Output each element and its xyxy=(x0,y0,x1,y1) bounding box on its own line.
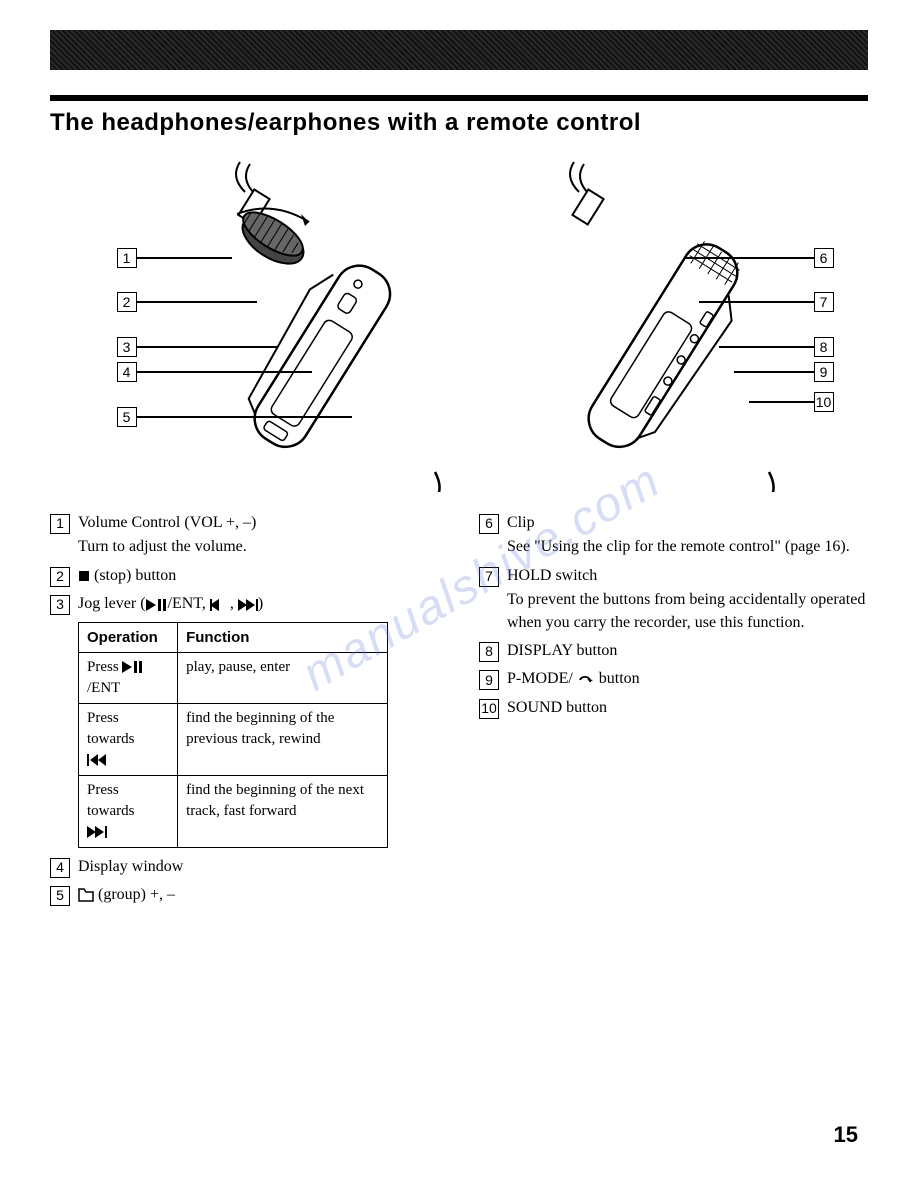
callout-2: 2 xyxy=(117,292,257,312)
stop-icon xyxy=(78,570,90,582)
page-title: The headphones/earphones with a remote c… xyxy=(50,109,868,137)
item-2-title: (stop) button xyxy=(78,565,439,587)
item-7: 7 HOLD switch To prevent the buttons fro… xyxy=(479,565,868,634)
callout-4: 4 xyxy=(117,362,312,382)
left-diagram: 1 2 3 4 5 xyxy=(65,152,445,492)
item-4-title: Display window xyxy=(78,856,439,878)
table-fn-0: play, pause, enter xyxy=(178,652,388,703)
page-number: 15 xyxy=(834,1122,858,1148)
item-6-title: Clip xyxy=(507,512,868,534)
right-diagram: 6 7 8 9 10 xyxy=(474,152,854,492)
remote-left-svg xyxy=(65,152,445,492)
item-5: 5 (group) +, – xyxy=(50,884,439,906)
item-10-title: SOUND button xyxy=(507,697,868,719)
diagram-row: 1 2 3 4 5 xyxy=(50,152,868,492)
operation-table: Operation Function Press /ENT play, paus… xyxy=(78,622,388,848)
item-1-title: Volume Control (VOL +, –) xyxy=(78,512,439,534)
item-6-desc: See "Using the clip for the remote contr… xyxy=(507,536,868,558)
item-1: 1 Volume Control (VOL +, –) Turn to adju… xyxy=(50,512,439,559)
repeat-icon xyxy=(577,674,595,686)
table-op-0: Press /ENT xyxy=(79,652,178,703)
item-7-desc: To prevent the buttons from being accide… xyxy=(507,589,868,634)
callout-5: 5 xyxy=(117,407,352,427)
table-row: Press /ENT play, pause, enter xyxy=(79,652,388,703)
play-pause-icon xyxy=(146,599,168,611)
content-columns: 1 Volume Control (VOL +, –) Turn to adju… xyxy=(50,512,868,912)
play-pause-icon xyxy=(122,661,144,673)
item-3: 3 Jog lever (/ENT, , ) xyxy=(50,593,439,615)
next-icon xyxy=(87,826,107,838)
item-10: 10 SOUND button xyxy=(479,697,868,719)
item-6: 6 Clip See "Using the clip for the remot… xyxy=(479,512,868,559)
title-divider xyxy=(50,95,868,101)
item-9-title: P-MODE/ button xyxy=(507,668,868,690)
left-column: 1 Volume Control (VOL +, –) Turn to adju… xyxy=(50,512,439,912)
item-8: 8 DISPLAY button xyxy=(479,640,868,662)
right-column: 6 Clip See "Using the clip for the remot… xyxy=(479,512,868,912)
table-op-1: Press towards xyxy=(79,703,178,775)
item-3-title: Jog lever (/ENT, , ) xyxy=(78,593,439,615)
next-icon xyxy=(238,599,258,611)
table-header-operation: Operation xyxy=(79,622,178,652)
table-row: Press towards find the beginning of the … xyxy=(79,775,388,847)
callout-1: 1 xyxy=(117,248,232,268)
item-1-desc: Turn to adjust the volume. xyxy=(78,536,439,558)
item-7-title: HOLD switch xyxy=(507,565,868,587)
callout-9: 9 xyxy=(734,362,834,382)
group-icon xyxy=(78,888,94,902)
item-4: 4 Display window xyxy=(50,856,439,878)
callout-7: 7 xyxy=(699,292,834,312)
table-fn-1: find the beginning of the previous track… xyxy=(178,703,388,775)
callout-8: 8 xyxy=(719,337,834,357)
callout-10: 10 xyxy=(749,392,834,412)
table-op-2: Press towards xyxy=(79,775,178,847)
prev-icon xyxy=(87,754,107,766)
item-5-title: (group) +, – xyxy=(78,884,439,906)
header-noise-bar xyxy=(50,30,868,70)
callout-6: 6 xyxy=(684,248,834,268)
item-9: 9 P-MODE/ button xyxy=(479,668,868,690)
remote-right-svg xyxy=(474,152,854,492)
table-header-function: Function xyxy=(178,622,388,652)
item-2: 2 (stop) button xyxy=(50,565,439,587)
item-8-title: DISPLAY button xyxy=(507,640,868,662)
prev-icon xyxy=(210,599,230,611)
callout-3: 3 xyxy=(117,337,277,357)
table-row: Press towards find the beginning of the … xyxy=(79,703,388,775)
table-fn-2: find the beginning of the next track, fa… xyxy=(178,775,388,847)
